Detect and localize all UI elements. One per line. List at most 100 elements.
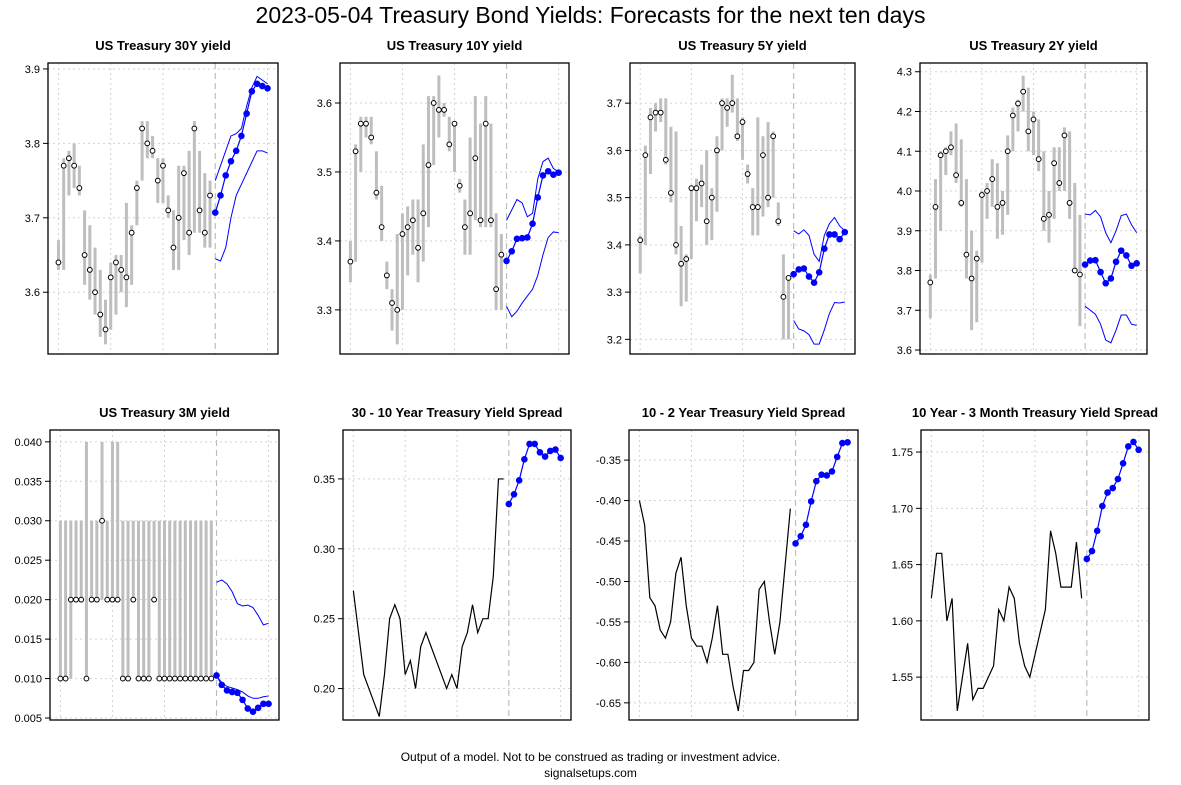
history-close-point [191,125,198,132]
history-close-point [1020,88,1027,95]
history-close-point [363,120,369,127]
history-close-point [477,217,484,224]
history-close-point [1004,148,1011,155]
forecast-point [557,454,564,462]
history-close-point [1030,116,1037,123]
forecast-point [790,270,797,278]
plot-frame [629,62,856,355]
forecast-point [807,498,815,505]
plot-frame [47,62,279,355]
forecast-point [802,521,810,529]
forecast-point [1123,252,1130,259]
y-tick-label: 3.7 [897,305,912,317]
history-close-point [60,162,67,169]
y-tick-label: 0.020 [14,595,42,607]
history-close-point [383,272,390,279]
forecast-point [534,194,542,201]
history-line [930,530,1083,711]
y-tick-label: 0.030 [14,516,42,528]
forecast-point [1119,460,1127,467]
y-tick-label: 3.9 [897,226,912,238]
forecast-point [243,110,250,117]
history-close-point [140,675,147,682]
forecast-point [552,446,559,453]
forecast-point [555,169,562,176]
history-close-point [66,155,72,162]
forecast-point [795,266,803,273]
history-close-point [968,275,975,282]
history-close-point [1061,132,1068,139]
history-close-point [109,596,116,603]
history-close-point [62,675,69,682]
forecast-point [810,279,818,286]
history-close-point [765,194,771,201]
panel-title: US Treasury 10Y yield [387,38,523,53]
history-close-point [128,229,135,236]
forecast-line [214,83,268,213]
history-close-point [1051,160,1058,167]
history-close-point [937,152,944,159]
y-tick-label: 0.35 [314,474,335,486]
y-tick-label: -0.50 [596,576,621,588]
forecast-point [503,257,510,265]
history-close-point [172,675,178,682]
history-close-point [347,258,354,265]
forecast-point [823,472,831,479]
panel-title: US Treasury 2Y yield [969,38,1097,53]
history-close-point [498,251,505,258]
forecast-point [239,696,246,704]
panel-title: 10 Year - 3 Month Treasury Yield Spread [912,405,1158,420]
y-tick-label: 0.25 [314,614,335,626]
history-close-point [1056,180,1063,186]
y-tick-label: 0.015 [14,634,42,646]
forecast-point [253,80,261,88]
history-close-point [399,231,406,237]
history-close-point [770,133,777,140]
history-close-point [994,204,1001,210]
history-close-point [139,125,145,132]
forecast-point [218,681,226,689]
plot-frame [49,429,280,721]
y-tick-label: 3.7 [607,98,622,110]
history-close-point [394,306,401,313]
forecast-point [249,708,257,716]
history-close-point [119,675,126,682]
panel-3: US Treasury 5Y yield 3.2 3.3 3.4 3.5 3.6 3.7 [607,38,856,355]
forecast-upper-band [793,216,846,263]
history-close-point [785,275,792,281]
history-close-point [927,279,934,286]
y-tick-label: 3.4 [607,240,622,252]
history-close-point [749,204,756,210]
history-close-point [734,133,741,140]
history-close-point [698,180,705,187]
forecast-point [513,235,521,243]
history-close-point [708,194,715,201]
forecast-point [818,471,825,478]
history-close-point [186,229,193,236]
history-close-point [118,267,125,273]
history-close-point [182,675,189,682]
history-close-point [420,210,427,217]
history-close-point [963,251,970,258]
forecast-point [222,172,230,179]
history-close-point [775,218,782,225]
history-close-point [208,675,215,682]
forecast-point [550,171,557,179]
y-tick-label: 1.65 [892,560,913,572]
history-close-point [165,207,172,214]
forecast-point [244,705,252,712]
history-close-point [958,200,965,206]
panel-2: US Treasury 10Y yield 3.3 3.4 3.5 3.6 [317,38,570,355]
history-close-point [754,204,761,210]
history-close-point [373,189,380,196]
history-close-point [149,147,156,154]
history-close-point [123,274,130,281]
history-close-point [113,259,119,266]
history-close-point [724,104,731,111]
history-close-point [181,170,187,177]
forecast-point [815,268,823,276]
forecast-point [792,540,799,547]
history-close-point [446,141,453,148]
y-tick-label: 3.2 [607,334,622,346]
forecast-point [254,704,262,712]
